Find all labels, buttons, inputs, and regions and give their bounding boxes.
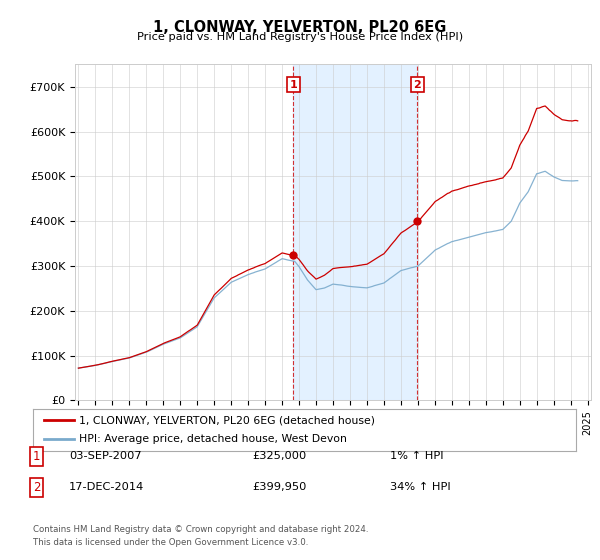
Text: 1: 1 (290, 80, 298, 90)
Text: 17-DEC-2014: 17-DEC-2014 (69, 482, 144, 492)
Text: Price paid vs. HM Land Registry's House Price Index (HPI): Price paid vs. HM Land Registry's House … (137, 32, 463, 43)
Text: 03-SEP-2007: 03-SEP-2007 (69, 451, 142, 461)
Text: 1, CLONWAY, YELVERTON, PL20 6EG (detached house): 1, CLONWAY, YELVERTON, PL20 6EG (detache… (79, 415, 375, 425)
Bar (293, 64, 417, 400)
Text: 1, CLONWAY, YELVERTON, PL20 6EG: 1, CLONWAY, YELVERTON, PL20 6EG (154, 20, 446, 35)
Text: 34% ↑ HPI: 34% ↑ HPI (390, 482, 451, 492)
Text: 1% ↑ HPI: 1% ↑ HPI (390, 451, 443, 461)
Text: HPI: Average price, detached house, West Devon: HPI: Average price, detached house, West… (79, 435, 347, 445)
Text: This data is licensed under the Open Government Licence v3.0.: This data is licensed under the Open Gov… (33, 538, 308, 547)
Text: Contains HM Land Registry data © Crown copyright and database right 2024.: Contains HM Land Registry data © Crown c… (33, 525, 368, 534)
Text: 2: 2 (413, 80, 421, 90)
Text: 2: 2 (33, 480, 41, 494)
Text: 1: 1 (33, 450, 41, 463)
Text: £399,950: £399,950 (252, 482, 307, 492)
Text: £325,000: £325,000 (252, 451, 306, 461)
